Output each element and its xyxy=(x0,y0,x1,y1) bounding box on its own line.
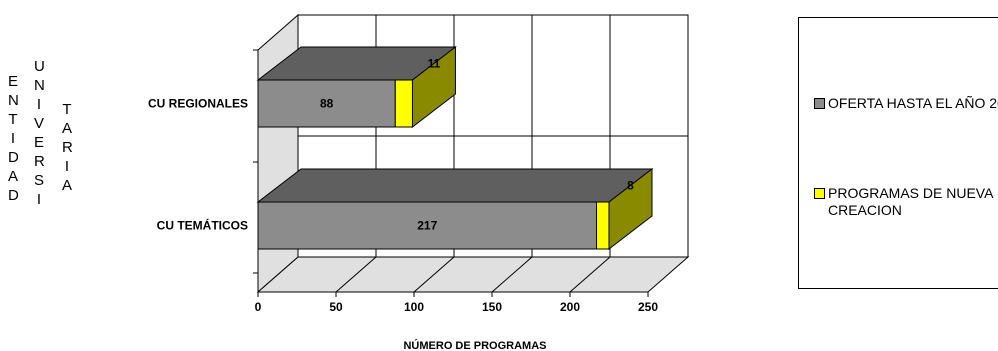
legend-label-2: PROGRAMAS DE NUEVA CREACION xyxy=(828,185,993,218)
y-axis-label-column-2: UNIVERSI xyxy=(34,57,45,209)
x-tick-label-50: 50 xyxy=(329,300,343,314)
y-axis-label-column-3: TARIA xyxy=(62,100,73,195)
x-tick-label-0: 0 xyxy=(255,300,262,314)
floor-gridline-150 xyxy=(491,256,533,293)
data-label-series-1-tematicos: 217 xyxy=(417,219,437,233)
chart-floor xyxy=(256,256,690,293)
y-axis-label-column-1: ENTIDAD xyxy=(8,72,19,205)
data-label-series-2-tematicos: 8 xyxy=(627,179,634,193)
x-tick-label-100: 100 xyxy=(404,300,424,314)
x-axis-label: NÚMERO DE PROGRAMAS xyxy=(403,339,546,351)
legend-swatch-2 xyxy=(814,188,825,199)
bar-series-1-regionales xyxy=(257,79,396,128)
x-tick-label-200: 200 xyxy=(560,300,580,314)
bar-series-2-regionales xyxy=(394,79,413,128)
data-label-series-1-regionales: 88 xyxy=(320,97,334,111)
legend-swatch-1 xyxy=(814,98,825,109)
x-tick-label-150: 150 xyxy=(482,300,502,314)
x-tick-label-250: 250 xyxy=(638,300,658,314)
floor-gridline-50 xyxy=(335,256,377,293)
bar-series-2-tematicos xyxy=(596,201,610,250)
bar-top-tematicos xyxy=(256,168,654,203)
category-label-regionales: CU REGIONALES xyxy=(148,97,248,111)
floor-gridline-200 xyxy=(569,256,611,293)
y-axis-label-text-3: TARIA xyxy=(62,101,73,194)
legend-label-1: OFERTA HASTA EL AÑO 2000 xyxy=(828,95,998,111)
y-axis-label-text-1: ENTIDAD xyxy=(8,73,19,204)
chart-legend: OFERTA HASTA EL AÑO 2000 PROGRAMAS DE NU… xyxy=(798,17,998,289)
bar-series-1-tematicos xyxy=(257,201,598,250)
floor-gridline-100 xyxy=(413,256,455,293)
category-label-tematicos: CU TEMÁTICOS xyxy=(157,218,248,233)
y-axis-label-text-2: UNIVERSI xyxy=(34,58,45,208)
data-label-series-2-regionales: 11 xyxy=(428,57,441,71)
